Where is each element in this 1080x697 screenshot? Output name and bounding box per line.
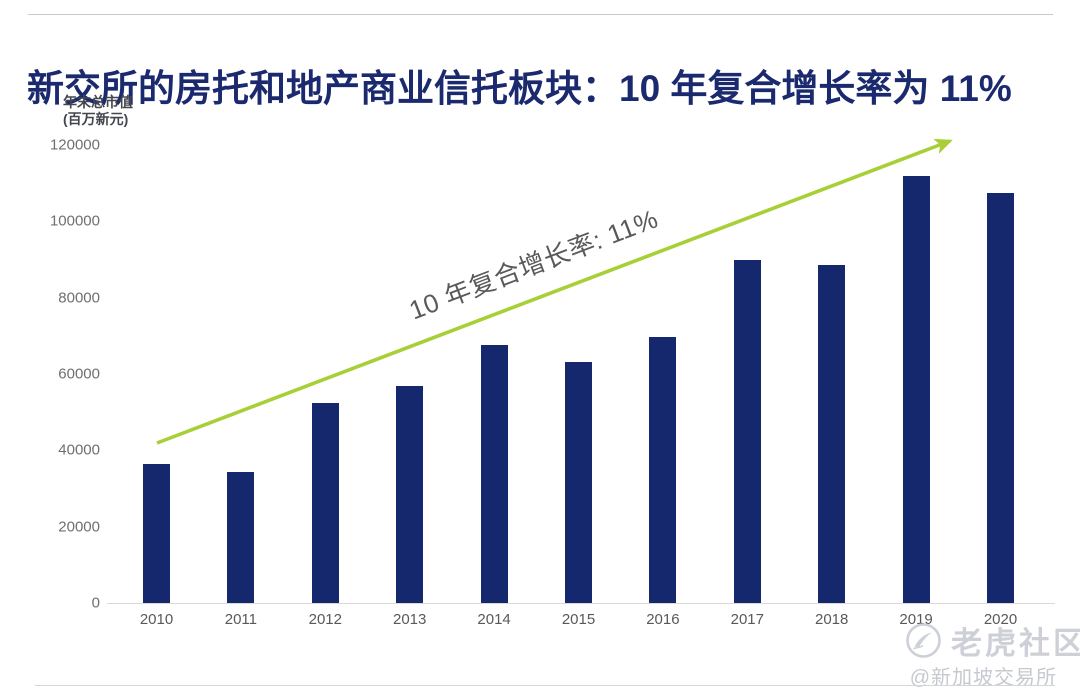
watermark: 老虎社区 <box>905 618 1080 663</box>
tiger-community-quill-icon <box>906 623 941 658</box>
y-tick-label: 120000 <box>49 136 100 154</box>
x-tick-label: 2017 <box>730 611 764 628</box>
x-tick-label: 2015 <box>561 611 596 628</box>
y-tick-label: 60000 <box>58 365 100 383</box>
bottom-divider <box>35 685 1055 686</box>
bar-2018 <box>818 264 846 603</box>
y-tick-label: 40000 <box>58 441 100 459</box>
x-tick-label: 2011 <box>224 611 258 628</box>
bar-2016 <box>649 336 677 603</box>
bar-2010 <box>143 463 170 603</box>
y-axis-title: 年末总市值 (百万新元) <box>63 94 133 128</box>
bar-2017 <box>733 259 761 603</box>
watermark-brand-text: 老虎社区 <box>951 626 1080 661</box>
x-tick-label: 2013 <box>393 611 427 628</box>
x-tick-label: 2014 <box>477 611 511 628</box>
bar-2014 <box>480 344 508 603</box>
bar-2011 <box>227 471 255 603</box>
top-divider <box>28 14 1053 15</box>
x-tick-label: 2010 <box>139 611 174 628</box>
bar-2015 <box>565 361 592 603</box>
watermark-handle-text: @新加坡交易所 <box>909 667 1057 689</box>
y-tick-label: 0 <box>91 594 100 612</box>
y-axis-title-line1: 年末总市值 <box>63 94 133 110</box>
x-tick-label: 2016 <box>646 611 680 628</box>
x-tick-label: 2020 <box>983 611 1018 628</box>
cagr-annotation: 10 年复合增长率: 11% <box>405 203 663 326</box>
y-tick-label: 20000 <box>58 518 100 536</box>
y-tick-label: 80000 <box>58 289 100 307</box>
bar-2013 <box>396 385 424 603</box>
bar-2020 <box>987 192 1014 603</box>
x-tick-label: 2018 <box>815 611 849 628</box>
x-tick-label: 2012 <box>308 611 342 628</box>
y-tick-label: 100000 <box>49 212 100 230</box>
x-axis-line <box>107 603 1055 604</box>
bar-2019 <box>902 175 930 603</box>
y-axis-title-line2: (百万新元) <box>63 111 129 127</box>
page-title: 新交所的房托和地产商业信托板块：10 年复合增长率为 11% <box>27 67 1012 109</box>
bar-2012 <box>311 403 339 603</box>
